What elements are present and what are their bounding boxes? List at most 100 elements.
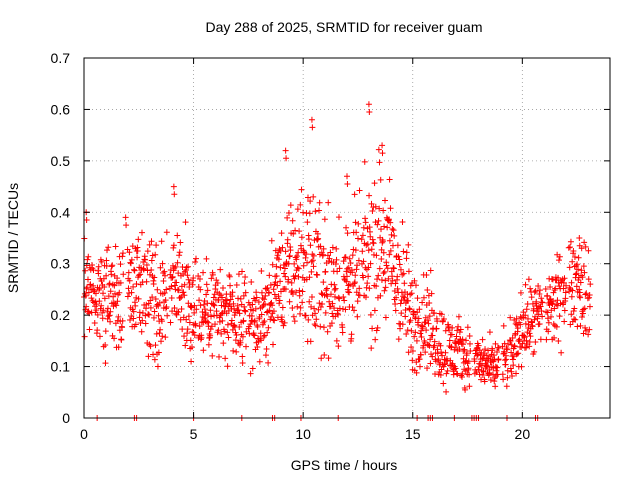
data-point bbox=[360, 224, 367, 231]
data-point bbox=[518, 363, 525, 370]
data-point bbox=[191, 309, 198, 316]
data-point bbox=[396, 261, 403, 268]
data-point bbox=[140, 266, 147, 273]
data-point bbox=[304, 194, 311, 201]
data-point bbox=[539, 299, 546, 306]
data-point bbox=[349, 269, 356, 276]
data-point bbox=[161, 290, 168, 297]
data-point bbox=[345, 264, 352, 271]
data-point bbox=[302, 312, 309, 319]
data-point bbox=[504, 346, 511, 353]
data-point bbox=[237, 295, 244, 302]
data-point bbox=[162, 297, 169, 304]
data-point bbox=[378, 256, 385, 263]
x-tick-label: 10 bbox=[295, 426, 311, 442]
data-point bbox=[440, 380, 447, 387]
data-point bbox=[118, 336, 125, 343]
data-point bbox=[219, 285, 226, 292]
data-point bbox=[575, 254, 582, 261]
data-point bbox=[189, 344, 196, 351]
data-point bbox=[187, 337, 194, 344]
data-point bbox=[339, 324, 346, 331]
data-point bbox=[512, 320, 519, 327]
data-point bbox=[349, 252, 356, 259]
data-point bbox=[156, 330, 163, 337]
data-point bbox=[310, 193, 317, 200]
x-tick-label: 15 bbox=[405, 426, 421, 442]
data-point bbox=[513, 370, 520, 377]
data-point bbox=[248, 279, 255, 286]
data-point bbox=[258, 289, 265, 296]
data-point bbox=[126, 277, 133, 284]
data-point bbox=[192, 258, 199, 265]
data-point bbox=[386, 237, 393, 244]
data-point bbox=[138, 328, 145, 335]
data-point bbox=[518, 343, 525, 350]
data-point bbox=[537, 303, 544, 310]
x-tick-label: 20 bbox=[515, 426, 531, 442]
data-point bbox=[256, 358, 263, 365]
data-point bbox=[368, 200, 375, 207]
data-point bbox=[466, 383, 473, 390]
data-point bbox=[208, 313, 215, 320]
data-point bbox=[426, 300, 433, 307]
data-point bbox=[102, 360, 109, 367]
data-point bbox=[438, 311, 445, 318]
data-point bbox=[553, 323, 560, 330]
data-point bbox=[270, 316, 277, 323]
data-point bbox=[284, 236, 291, 243]
data-point bbox=[316, 300, 323, 307]
data-point bbox=[491, 378, 498, 385]
data-point bbox=[515, 350, 522, 357]
data-point bbox=[279, 244, 286, 251]
data-point bbox=[362, 215, 369, 222]
data-point bbox=[148, 257, 155, 264]
data-point bbox=[333, 337, 340, 344]
data-point bbox=[92, 290, 99, 297]
data-point bbox=[242, 274, 249, 281]
data-point bbox=[272, 279, 279, 286]
data-point bbox=[324, 293, 331, 300]
data-point bbox=[324, 285, 331, 292]
data-point bbox=[577, 294, 584, 301]
data-point bbox=[171, 304, 178, 311]
data-point bbox=[127, 260, 134, 267]
data-point bbox=[178, 306, 185, 313]
data-point bbox=[115, 313, 122, 320]
data-point bbox=[275, 293, 282, 300]
data-point bbox=[394, 285, 401, 292]
data-point bbox=[109, 262, 116, 269]
data-point bbox=[359, 232, 366, 239]
data-point bbox=[335, 294, 342, 301]
data-point bbox=[380, 249, 387, 256]
data-point bbox=[306, 298, 313, 305]
data-point bbox=[142, 320, 149, 327]
data-point bbox=[329, 310, 336, 317]
data-point bbox=[147, 297, 154, 304]
data-point bbox=[377, 292, 384, 299]
data-point bbox=[311, 305, 318, 312]
data-point bbox=[417, 330, 424, 337]
data-point bbox=[293, 256, 300, 263]
data-point bbox=[509, 356, 516, 363]
data-point bbox=[211, 302, 218, 309]
data-point bbox=[312, 310, 319, 317]
data-point bbox=[517, 321, 524, 328]
data-point bbox=[143, 278, 150, 285]
data-point bbox=[308, 294, 315, 301]
data-point bbox=[507, 314, 514, 321]
data-point bbox=[428, 290, 435, 297]
data-point bbox=[287, 202, 294, 209]
data-point bbox=[104, 247, 111, 254]
data-point bbox=[578, 267, 585, 274]
data-point bbox=[558, 349, 565, 356]
data-point bbox=[81, 333, 88, 340]
data-point bbox=[157, 264, 164, 271]
data-point bbox=[155, 349, 162, 356]
data-point bbox=[453, 333, 460, 340]
data-point bbox=[371, 180, 378, 187]
data-point bbox=[155, 302, 162, 309]
data-point bbox=[380, 270, 387, 277]
data-point bbox=[475, 342, 482, 349]
data-point bbox=[583, 290, 590, 297]
